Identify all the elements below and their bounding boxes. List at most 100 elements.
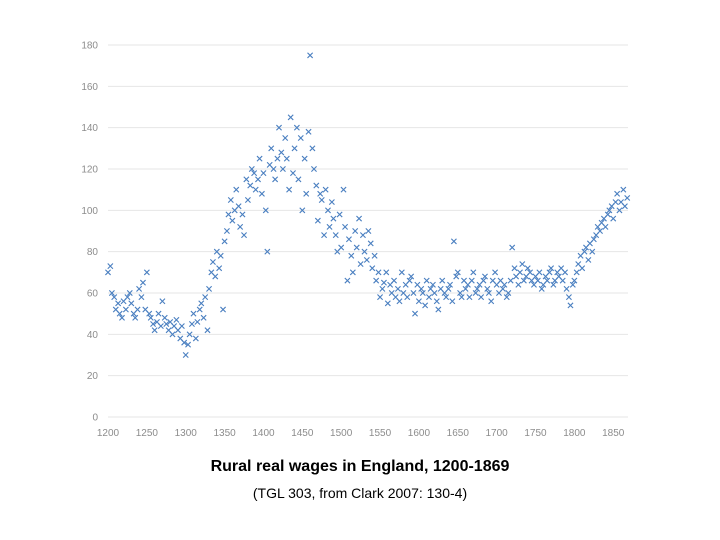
data-point bbox=[394, 285, 401, 292]
data-point bbox=[309, 145, 316, 152]
data-point bbox=[398, 269, 405, 276]
data-point bbox=[449, 298, 456, 305]
data-point bbox=[365, 228, 372, 234]
data-point bbox=[624, 194, 631, 201]
data-point bbox=[264, 248, 271, 255]
x-tick-label: 1650 bbox=[447, 428, 470, 439]
data-point bbox=[422, 302, 429, 309]
data-point bbox=[251, 170, 258, 177]
data-point bbox=[107, 263, 114, 270]
data-point bbox=[287, 114, 294, 121]
data-point bbox=[241, 232, 248, 239]
data-point bbox=[353, 244, 360, 251]
data-point bbox=[579, 265, 586, 272]
data-point bbox=[268, 145, 275, 152]
data-point bbox=[468, 277, 475, 284]
data-point bbox=[297, 135, 304, 141]
data-point bbox=[248, 166, 255, 172]
data-point bbox=[369, 265, 376, 272]
data-point bbox=[377, 294, 384, 301]
data-point bbox=[139, 279, 146, 286]
data-point bbox=[559, 277, 566, 284]
data-point bbox=[396, 298, 403, 305]
data-point bbox=[326, 223, 333, 230]
data-point bbox=[589, 248, 596, 255]
y-tick-label: 20 bbox=[87, 371, 99, 382]
x-tick-label: 1250 bbox=[136, 428, 159, 439]
x-tick-label: 1700 bbox=[486, 428, 509, 439]
data-point bbox=[200, 314, 207, 321]
data-point bbox=[481, 273, 488, 280]
data-point bbox=[509, 244, 516, 251]
data-point bbox=[276, 124, 282, 131]
data-point bbox=[349, 269, 356, 276]
data-point bbox=[544, 277, 551, 284]
data-point bbox=[415, 298, 422, 305]
data-point bbox=[295, 176, 302, 183]
data-point bbox=[212, 273, 219, 280]
data-point bbox=[384, 300, 391, 307]
chart-title: Rural real wages in England, 1200-1869 bbox=[210, 458, 510, 475]
data-point bbox=[244, 197, 251, 203]
data-point bbox=[439, 277, 446, 284]
data-point bbox=[190, 310, 197, 317]
data-point bbox=[571, 277, 578, 284]
data-point bbox=[252, 186, 259, 193]
data-point bbox=[237, 223, 244, 230]
data-point bbox=[330, 215, 337, 222]
data-point bbox=[462, 285, 469, 292]
data-point bbox=[612, 199, 619, 206]
data-point bbox=[488, 298, 495, 305]
data-point bbox=[357, 261, 364, 268]
data-point bbox=[515, 281, 522, 288]
data-point bbox=[345, 236, 352, 243]
data-point bbox=[182, 352, 189, 358]
y-tick-label: 40 bbox=[87, 330, 99, 341]
data-point bbox=[293, 124, 300, 131]
data-point bbox=[282, 135, 289, 141]
data-point bbox=[620, 186, 627, 193]
data-point bbox=[457, 290, 464, 296]
data-point bbox=[290, 170, 296, 177]
data-point bbox=[604, 211, 611, 218]
data-point bbox=[423, 277, 430, 284]
data-point bbox=[501, 281, 508, 288]
x-axis-ticks: 1200 1250 1300 1350 1400 1450 1500 1550 1600 1650… bbox=[97, 428, 625, 439]
data-point bbox=[458, 294, 465, 301]
data-point bbox=[111, 294, 118, 301]
data-point bbox=[321, 232, 328, 239]
data-point bbox=[116, 310, 123, 317]
data-point bbox=[505, 290, 512, 296]
y-tick-label: 180 bbox=[81, 41, 98, 52]
data-point bbox=[391, 277, 398, 284]
data-point bbox=[418, 285, 425, 292]
data-point bbox=[202, 294, 209, 301]
grid-lines bbox=[108, 44, 628, 418]
x-tick-label: 1600 bbox=[408, 428, 431, 439]
data-point bbox=[470, 269, 477, 276]
data-point bbox=[204, 327, 211, 334]
data-point bbox=[356, 215, 363, 222]
x-tick-label: 1850 bbox=[602, 428, 625, 439]
x-tick-label: 1750 bbox=[524, 428, 547, 439]
data-point bbox=[527, 269, 534, 276]
data-point bbox=[256, 155, 263, 162]
data-point bbox=[305, 128, 312, 135]
data-point bbox=[128, 300, 135, 307]
y-tick-label: 80 bbox=[87, 247, 99, 258]
data-point bbox=[161, 314, 168, 321]
data-point bbox=[474, 285, 481, 292]
data-point bbox=[108, 290, 115, 296]
data-point bbox=[499, 285, 506, 292]
data-point bbox=[147, 314, 154, 321]
data-point bbox=[408, 273, 415, 280]
data-point bbox=[328, 199, 335, 206]
data-point bbox=[447, 281, 453, 288]
data-point bbox=[406, 277, 413, 284]
data-point bbox=[124, 294, 131, 301]
data-point bbox=[209, 259, 216, 265]
data-point bbox=[173, 316, 180, 323]
data-point bbox=[520, 277, 527, 284]
data-point bbox=[361, 248, 368, 255]
data-point bbox=[569, 281, 576, 288]
